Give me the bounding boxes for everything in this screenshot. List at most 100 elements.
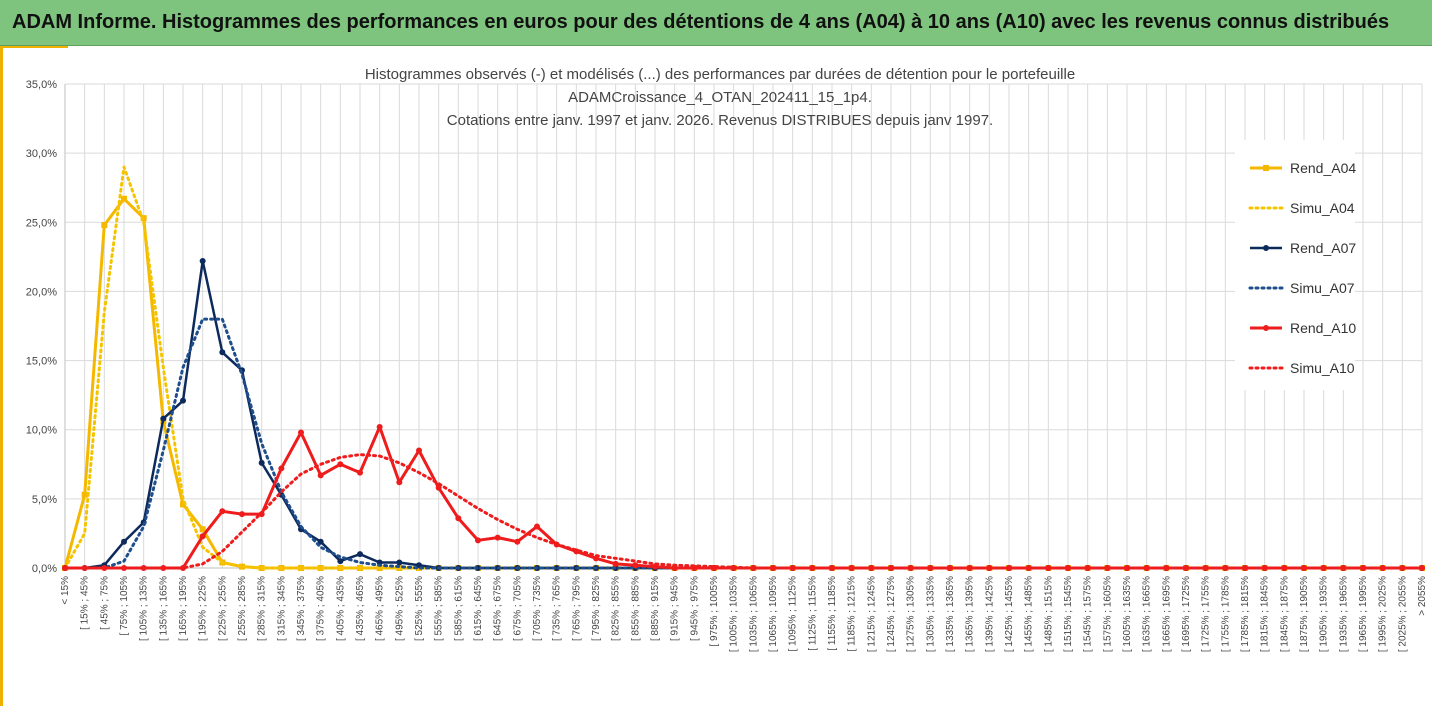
y-tick-label: 20,0% (26, 286, 57, 298)
x-tick-label: [ 1185% ; 1215% (847, 576, 858, 652)
x-tick-label: [ 1665% ; 1695% (1161, 576, 1172, 652)
x-tick-label: [ 1815% ; 1845% (1260, 576, 1271, 652)
data-point (1202, 565, 1209, 571)
chart-title-line: ADAMCroissance_4_OTAN_202411_15_1p4. (568, 89, 872, 106)
data-point (475, 537, 481, 544)
x-tick-label: [ 1425% ; 1455% (1004, 576, 1015, 652)
x-tick-label: [ 915% ; 945% (670, 576, 681, 641)
data-point (337, 461, 344, 468)
data-point (494, 534, 501, 541)
legend-label: Simu_A07 (1290, 280, 1355, 296)
data-point (121, 195, 127, 202)
data-point (612, 560, 619, 567)
x-tick-label: [ 1635% ; 1665% (1142, 576, 1153, 652)
data-point (101, 222, 108, 229)
y-tick-label: 10,0% (26, 425, 57, 437)
y-tick-label: 25,0% (26, 217, 57, 229)
x-tick-label: [ 405% ; 435% (335, 576, 346, 641)
x-tick-label: [ 1005% ; 1035% (729, 576, 740, 652)
data-point (1065, 565, 1071, 571)
y-axis-ticks: 0,0% 5,0% 10,0% 15,0% 20,0% 25,0% 30,0% 35,0% (26, 79, 57, 575)
data-point (553, 565, 560, 571)
legend-label: Rend_A07 (1290, 240, 1356, 256)
data-point (357, 551, 363, 558)
x-tick-label: [ 15% ; 45% (80, 576, 91, 630)
data-point (121, 538, 127, 545)
data-point (199, 258, 206, 265)
x-tick-label: [ 495% ; 525% (394, 576, 405, 641)
data-point (278, 465, 285, 472)
x-tick-label: [ 735% ; 765% (552, 576, 563, 641)
x-tick-label: [ 1695% ; 1725% (1181, 576, 1192, 652)
chart-area (3, 48, 1432, 708)
x-tick-label: [ 1215% ; 1245% (866, 576, 877, 652)
x-tick-label: [ 1035% ; 1065% (748, 576, 759, 652)
x-tick-label: [ 75% ; 105% (119, 576, 130, 636)
x-tick-label: [ 645% ; 675% (493, 576, 504, 641)
x-tick-label: [ 1845% ; 1875% (1279, 576, 1290, 652)
x-tick-label: [ 1905% ; 1935% (1319, 576, 1330, 652)
x-tick-label: [ 1755% ; 1785% (1220, 576, 1231, 652)
y-tick-label: 0,0% (32, 563, 57, 575)
data-point (396, 559, 403, 566)
data-point (239, 563, 245, 570)
legend-marker (1263, 165, 1269, 171)
data-point (199, 533, 206, 540)
x-tick-label: [ 1395% ; 1425% (984, 576, 995, 652)
legend-marker (1263, 245, 1269, 251)
x-tick-label: [ 1125% ; 1155% (807, 576, 818, 651)
x-tick-label: [ 1155% ; 1185% (827, 576, 838, 651)
y-tick-label: 35,0% (26, 79, 57, 91)
accent-bar-left (0, 46, 3, 706)
data-point (258, 459, 265, 466)
x-tick-label: [ 555% ; 585% (434, 576, 445, 641)
x-tick-label: [ 105% ; 135% (139, 576, 150, 641)
data-point (416, 447, 422, 454)
data-point (396, 479, 403, 486)
x-tick-label: [ 375% ; 405% (316, 576, 327, 641)
x-tick-label: [ 1965% ; 1995% (1358, 576, 1369, 652)
data-point (1419, 565, 1425, 571)
data-point (180, 501, 186, 508)
data-point (81, 491, 88, 498)
x-tick-label: [ 525% ; 555% (414, 576, 425, 641)
x-tick-label: [ 2025% ; 2055% (1397, 576, 1408, 652)
data-point (632, 562, 639, 569)
x-tick-label: [ 1875% ; 1905% (1299, 576, 1310, 652)
x-tick-label: [ 975% ; 1005% (709, 576, 720, 647)
data-point (337, 558, 344, 565)
x-tick-label: [ 195% ; 225% (198, 576, 209, 641)
data-point (317, 565, 324, 571)
chart-title: Histogrammes observés (-) et modélisés (… (365, 66, 1075, 129)
chart-title-line: Histogrammes observés (-) et modélisés (… (365, 66, 1075, 83)
x-tick-label: [ 855% ; 885% (630, 576, 641, 641)
x-tick-label: [ 435% ; 465% (355, 576, 366, 641)
x-tick-label: [ 1935% ; 1965% (1338, 576, 1349, 652)
x-tick-label: [ 1575% ; 1605% (1102, 576, 1113, 652)
series-layer (62, 165, 1425, 571)
x-tick-label: [ 1335% ; 1365% (945, 576, 956, 652)
legend-label: Rend_A10 (1290, 320, 1356, 336)
data-point (986, 565, 993, 571)
page-title: ADAM Informe. Histogrammes des performan… (12, 11, 1390, 33)
x-tick-label: [ 1245% ; 1275% (886, 576, 897, 652)
x-tick-label: [ 705% ; 735% (532, 576, 543, 641)
data-point (376, 423, 383, 430)
chart-title-line: Cotations entre janv. 1997 et janv. 2026… (447, 112, 993, 129)
data-point (534, 523, 540, 530)
x-tick-label: [ 1545% ; 1575% (1083, 576, 1094, 652)
data-point (1340, 565, 1347, 571)
page-header: ADAM Informe. Histogrammes des performan… (0, 0, 1432, 46)
x-tick-label: [ 345% ; 375% (296, 576, 307, 641)
x-tick-label: [ 945% ; 975% (689, 576, 700, 641)
legend-label: Simu_A04 (1290, 200, 1355, 216)
x-tick-label: [ 45% ; 75% (99, 576, 110, 630)
data-point (357, 469, 363, 476)
x-tick-label: [ 1995% ; 2025% (1378, 576, 1389, 652)
x-tick-label: [ 1515% ; 1545% (1063, 576, 1074, 652)
chart-legend: Rend_A04 Simu_A04 Rend_A07 Simu_A07 Rend_A10… (1235, 140, 1356, 390)
x-tick-label: [ 1305% ; 1335% (925, 576, 936, 652)
x-tick-label: [ 885% ; 915% (650, 576, 661, 641)
x-tick-label: [ 615% ; 645% (473, 576, 484, 641)
data-point (219, 508, 226, 515)
